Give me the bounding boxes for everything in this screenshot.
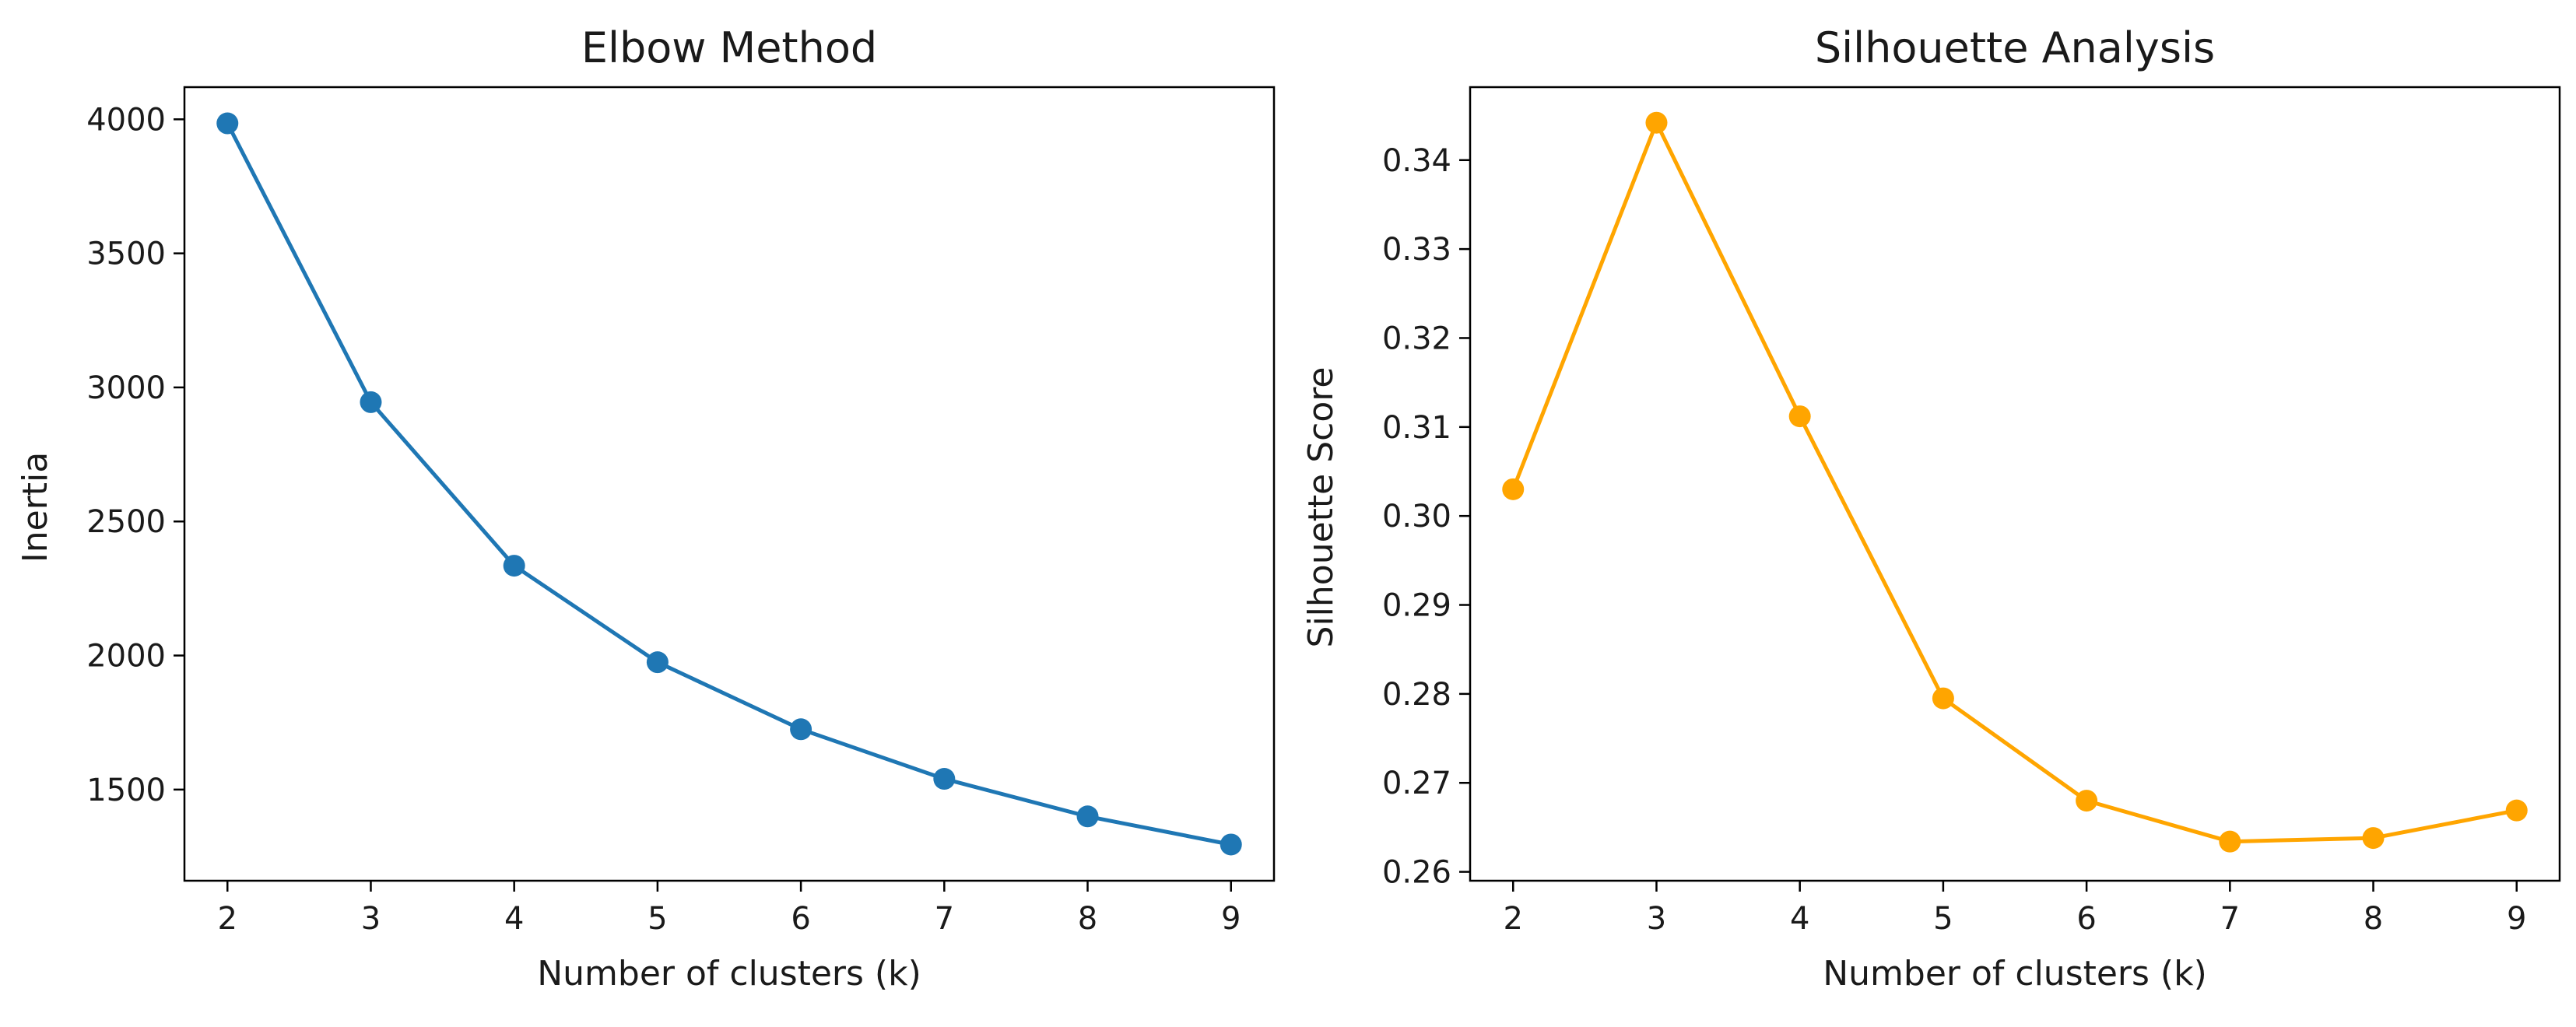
- x-tick-label: 7: [2220, 901, 2240, 937]
- y-tick-label: 0.33: [1382, 232, 1451, 268]
- x-tick-label: 8: [1078, 901, 1097, 937]
- x-axis-label: Number of clusters (k): [537, 954, 921, 994]
- data-point: [933, 768, 956, 790]
- data-point: [646, 651, 669, 674]
- y-tick-label: 2500: [86, 504, 166, 540]
- y-tick-label: 0.28: [1382, 677, 1451, 713]
- x-tick-label: 4: [1790, 901, 1809, 937]
- y-axis-label: Inertia: [16, 452, 55, 563]
- y-tick-label: 0.26: [1382, 855, 1451, 891]
- x-tick-label: 5: [1933, 901, 1953, 937]
- data-point: [2505, 799, 2528, 822]
- silhouette-analysis-chart: Silhouette Analysis Number of clusters (…: [1301, 23, 2561, 994]
- data-point: [790, 718, 812, 741]
- x-tick-label: 5: [648, 901, 667, 937]
- y-tick-label: 0.27: [1382, 766, 1451, 801]
- x-tick-label: 3: [361, 901, 381, 937]
- y-tick-label: 4000: [86, 102, 166, 138]
- x-tick-label: 8: [2364, 901, 2383, 937]
- y-tick-label: 0.31: [1382, 410, 1451, 446]
- elbow-method-chart: Elbow Method Number of clusters (k) Iner…: [16, 23, 1276, 994]
- plot-frame: [1469, 86, 2561, 882]
- x-tick-label: 6: [791, 901, 810, 937]
- x-tick-label: 9: [1221, 901, 1241, 937]
- x-tick-label: 6: [2076, 901, 2096, 937]
- y-axis-label: Silhouette Score: [1301, 367, 1341, 648]
- y-tick-label: 2000: [86, 639, 166, 675]
- data-point: [2076, 790, 2098, 812]
- x-tick-label: 7: [935, 901, 954, 937]
- data-point: [1645, 111, 1668, 134]
- chart-title: Elbow Method: [581, 23, 877, 72]
- data-point: [1932, 687, 1954, 710]
- y-tick-label: 0.29: [1382, 588, 1451, 624]
- y-tick-label: 0.32: [1382, 321, 1451, 356]
- data-point: [1788, 405, 1811, 428]
- y-tick-label: 3000: [86, 370, 166, 406]
- chart-title: Silhouette Analysis: [1815, 23, 2215, 72]
- y-tick-label: 1500: [86, 773, 166, 808]
- series-line: [1511, 121, 2519, 844]
- data-point: [503, 555, 525, 577]
- data-point: [360, 391, 382, 413]
- x-tick-label: 2: [218, 901, 237, 937]
- x-tick-label: 4: [504, 901, 524, 937]
- x-tick-label: 3: [1647, 901, 1666, 937]
- data-point: [1076, 805, 1099, 828]
- plot-frame: [183, 86, 1276, 882]
- y-tick-label: 0.34: [1382, 143, 1451, 179]
- y-tick-label: 3500: [86, 237, 166, 272]
- x-tick-label: 9: [2507, 901, 2526, 937]
- data-point: [2219, 830, 2241, 853]
- y-tick-label: 0.30: [1382, 499, 1451, 535]
- data-point: [1502, 478, 1525, 500]
- series-line: [225, 121, 1234, 846]
- x-tick-label: 2: [1504, 901, 1523, 937]
- data-point: [2362, 827, 2385, 850]
- data-point: [216, 112, 239, 135]
- data-point: [1220, 833, 1242, 856]
- x-axis-label: Number of clusters (k): [1823, 954, 2207, 994]
